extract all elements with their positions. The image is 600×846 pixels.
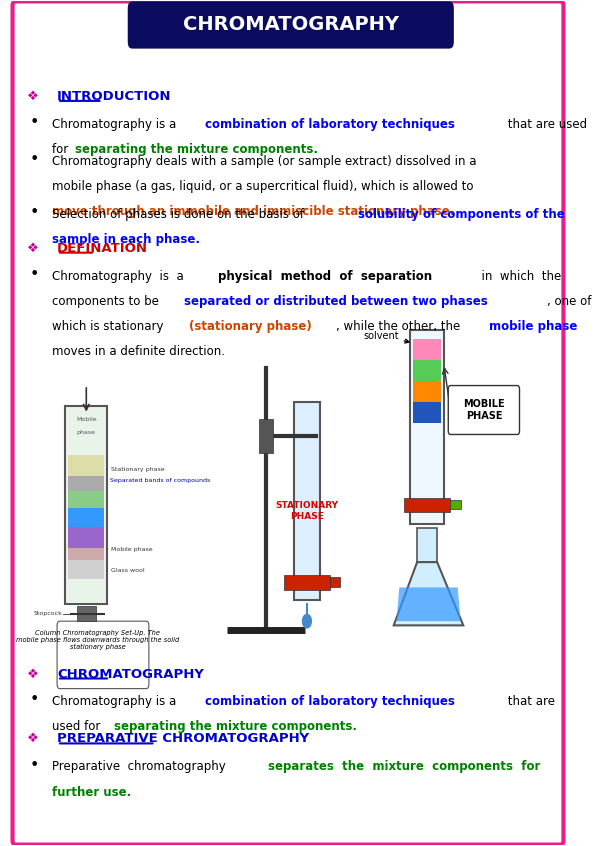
Text: in  which  the: in which the	[475, 270, 562, 283]
Text: ❖: ❖	[26, 733, 38, 745]
Bar	[68, 527, 104, 548]
Bar	[68, 410, 104, 453]
Text: separating the mixture components.: separating the mixture components.	[114, 720, 357, 733]
Bar	[330, 577, 340, 587]
Text: (stationary phase): (stationary phase)	[190, 320, 312, 333]
Text: •: •	[29, 692, 38, 707]
Text: components to be: components to be	[52, 294, 162, 308]
Bar	[451, 500, 461, 509]
Text: , while the other, the: , while the other, the	[337, 320, 464, 333]
Text: •: •	[29, 206, 38, 221]
Text: for: for	[52, 143, 71, 156]
Text: STATIONARY
PHASE: STATIONARY PHASE	[275, 501, 338, 520]
Bar	[65, 406, 107, 604]
Bar	[413, 381, 441, 402]
Text: , one of: , one of	[547, 294, 592, 308]
Text: INTRODUCTION: INTRODUCTION	[57, 90, 172, 103]
Bar	[410, 330, 444, 525]
Polygon shape	[397, 587, 461, 621]
Text: DEFINATION: DEFINATION	[57, 242, 148, 255]
Text: Chromatography is a: Chromatography is a	[52, 118, 179, 131]
Text: ❖: ❖	[26, 242, 38, 255]
Text: ❖: ❖	[26, 667, 38, 680]
Bar	[68, 492, 104, 508]
Bar	[259, 419, 273, 453]
Text: Separated bands of compounds: Separated bands of compounds	[110, 478, 210, 483]
Text: separating the mixture components.: separating the mixture components.	[76, 143, 319, 156]
Polygon shape	[394, 562, 463, 625]
Text: separates  the  mixture  components  for: separates the mixture components for	[268, 761, 541, 773]
Text: physical  method  of  separation: physical method of separation	[218, 270, 432, 283]
Text: Chromatography  is  a: Chromatography is a	[52, 270, 191, 283]
Text: that are used: that are used	[504, 118, 587, 131]
Bar	[293, 402, 320, 600]
Text: •: •	[29, 758, 38, 772]
Bar	[417, 529, 437, 562]
Text: Mobile: Mobile	[76, 417, 97, 422]
Bar	[68, 560, 104, 579]
Text: solvent: solvent	[363, 331, 409, 343]
Text: Stationary phase: Stationary phase	[111, 467, 164, 472]
Circle shape	[302, 614, 311, 628]
Bar	[68, 558, 104, 563]
Text: Chromatography deals with a sample (or sample extract) dissolved in a: Chromatography deals with a sample (or s…	[52, 155, 476, 168]
Text: •: •	[29, 267, 38, 282]
Bar	[68, 476, 104, 492]
Bar	[68, 508, 104, 527]
Bar	[68, 455, 104, 476]
Text: PREPARATIVE CHROMATOGRAPHY: PREPARATIVE CHROMATOGRAPHY	[57, 733, 310, 745]
Bar	[68, 580, 104, 603]
Text: Glass wool: Glass wool	[111, 568, 145, 573]
Bar	[77, 606, 96, 621]
Text: move through an immobile and immiscible stationary phase.: move through an immobile and immiscible …	[52, 206, 454, 218]
Text: mobile phase (a gas, liquid, or a supercritical fluid), which is allowed to: mobile phase (a gas, liquid, or a superc…	[52, 180, 473, 193]
Text: CHROMATOGRAPHY: CHROMATOGRAPHY	[57, 667, 204, 680]
Text: Stopcock: Stopcock	[34, 611, 62, 616]
Text: sample in each phase.: sample in each phase.	[52, 233, 200, 246]
FancyBboxPatch shape	[448, 386, 520, 435]
Text: •: •	[29, 115, 38, 130]
Text: •: •	[29, 152, 38, 168]
FancyBboxPatch shape	[57, 621, 149, 689]
Bar	[413, 360, 441, 381]
Text: ❖: ❖	[26, 90, 38, 103]
Bar	[68, 548, 104, 563]
Text: further use.: further use.	[52, 786, 131, 799]
Text: Preparative  chromatography: Preparative chromatography	[52, 761, 233, 773]
Text: Selection of phases is done on the basis of: Selection of phases is done on the basis…	[52, 208, 307, 221]
Bar	[413, 402, 441, 423]
Text: combination of laboratory techniques: combination of laboratory techniques	[205, 695, 455, 707]
Text: Mobile phase: Mobile phase	[111, 547, 152, 552]
Text: Column Chromatography Set-Up. The
mobile phase flows downwards through the solid: Column Chromatography Set-Up. The mobile…	[16, 629, 179, 650]
FancyBboxPatch shape	[13, 2, 563, 844]
Text: mobile phase: mobile phase	[490, 320, 578, 333]
Text: CHROMATOGRAPHY: CHROMATOGRAPHY	[183, 15, 399, 35]
Text: used for: used for	[52, 720, 104, 733]
Text: separated or distributed between two phases: separated or distributed between two pha…	[184, 294, 488, 308]
Text: Chromatography is a: Chromatography is a	[52, 695, 179, 707]
Text: combination of laboratory techniques: combination of laboratory techniques	[205, 118, 455, 131]
Text: that are: that are	[504, 695, 555, 707]
Text: solubility of components of the: solubility of components of the	[358, 208, 565, 221]
Text: which is stationary: which is stationary	[52, 320, 167, 333]
FancyBboxPatch shape	[128, 2, 454, 48]
Text: phase: phase	[77, 430, 96, 435]
Text: moves in a definite direction.: moves in a definite direction.	[52, 345, 224, 359]
Text: MOBILE
PHASE: MOBILE PHASE	[463, 399, 505, 420]
Bar	[284, 574, 330, 590]
Bar	[404, 498, 451, 512]
Bar	[413, 338, 441, 360]
